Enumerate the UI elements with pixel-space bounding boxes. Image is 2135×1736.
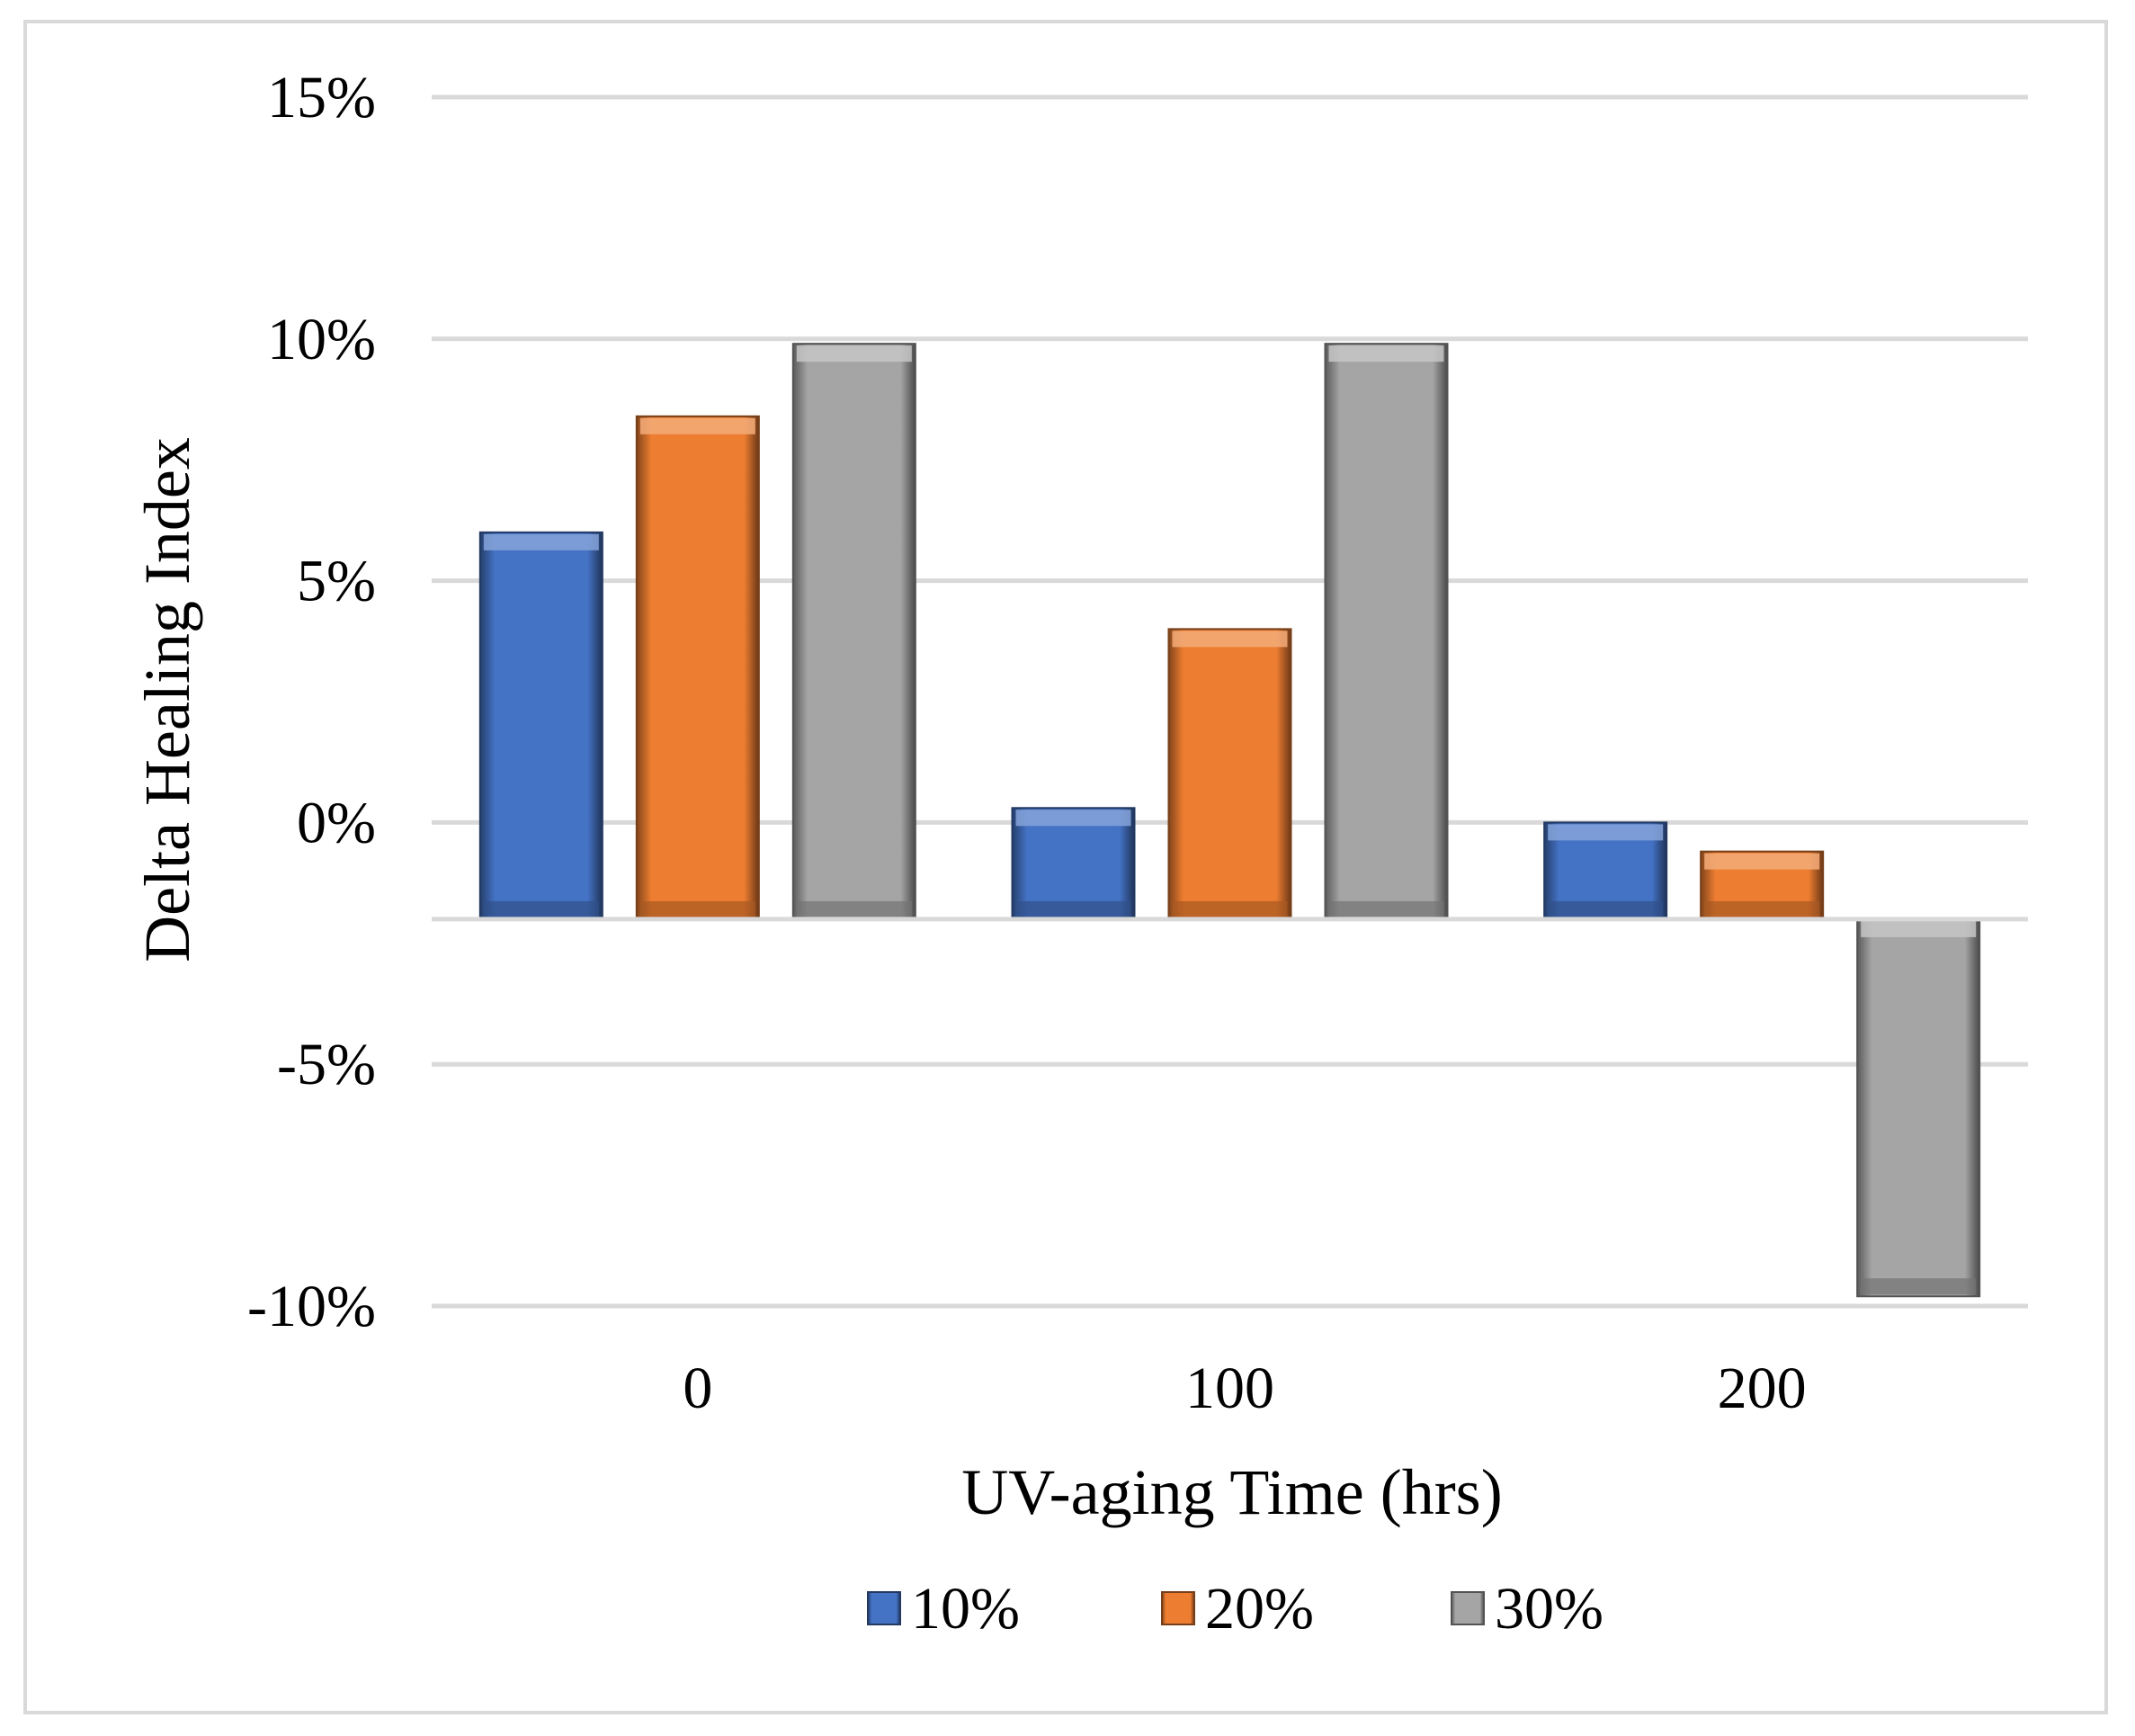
y-tick-label: -10% [247, 1274, 376, 1339]
legend-item: 20% [1161, 1576, 1314, 1642]
legend-label: 10% [911, 1576, 1020, 1642]
bar [1167, 628, 1292, 920]
legend-swatch [1161, 1591, 1195, 1625]
legend-label: 20% [1205, 1576, 1314, 1642]
bar [1543, 821, 1668, 920]
axes: 15% 10% 5% 0% -5% -10% 0 100 200 [247, 65, 2028, 1421]
bar [1700, 850, 1825, 920]
bar [635, 415, 760, 920]
legend-item: 10% [867, 1576, 1020, 1642]
x-tick-label: 0 [683, 1356, 712, 1421]
x-tick-label: 100 [1185, 1356, 1274, 1421]
y-tick-label: 15% [267, 65, 376, 130]
x-axis-title: UV-aging Time (hrs) [961, 1456, 1502, 1528]
y-tick-label: 5% [297, 549, 376, 614]
bars [478, 343, 1981, 1298]
legend-label: 30% [1495, 1576, 1603, 1642]
bar [791, 343, 916, 920]
bar [1856, 917, 1981, 1298]
bar [1324, 343, 1449, 920]
y-tick-label: 10% [267, 307, 376, 372]
legend: 10% 20% 30% [867, 1576, 1603, 1642]
bar [1011, 807, 1136, 920]
legend-swatch [1451, 1591, 1485, 1625]
legend-swatch [867, 1591, 901, 1625]
y-tick-label: 0% [297, 790, 376, 855]
y-axis-title: Delta Healing Index [131, 437, 203, 962]
bar [478, 531, 603, 920]
y-tick-label: -5% [277, 1032, 376, 1097]
legend-item: 30% [1451, 1576, 1603, 1642]
x-tick-label: 200 [1718, 1356, 1807, 1421]
